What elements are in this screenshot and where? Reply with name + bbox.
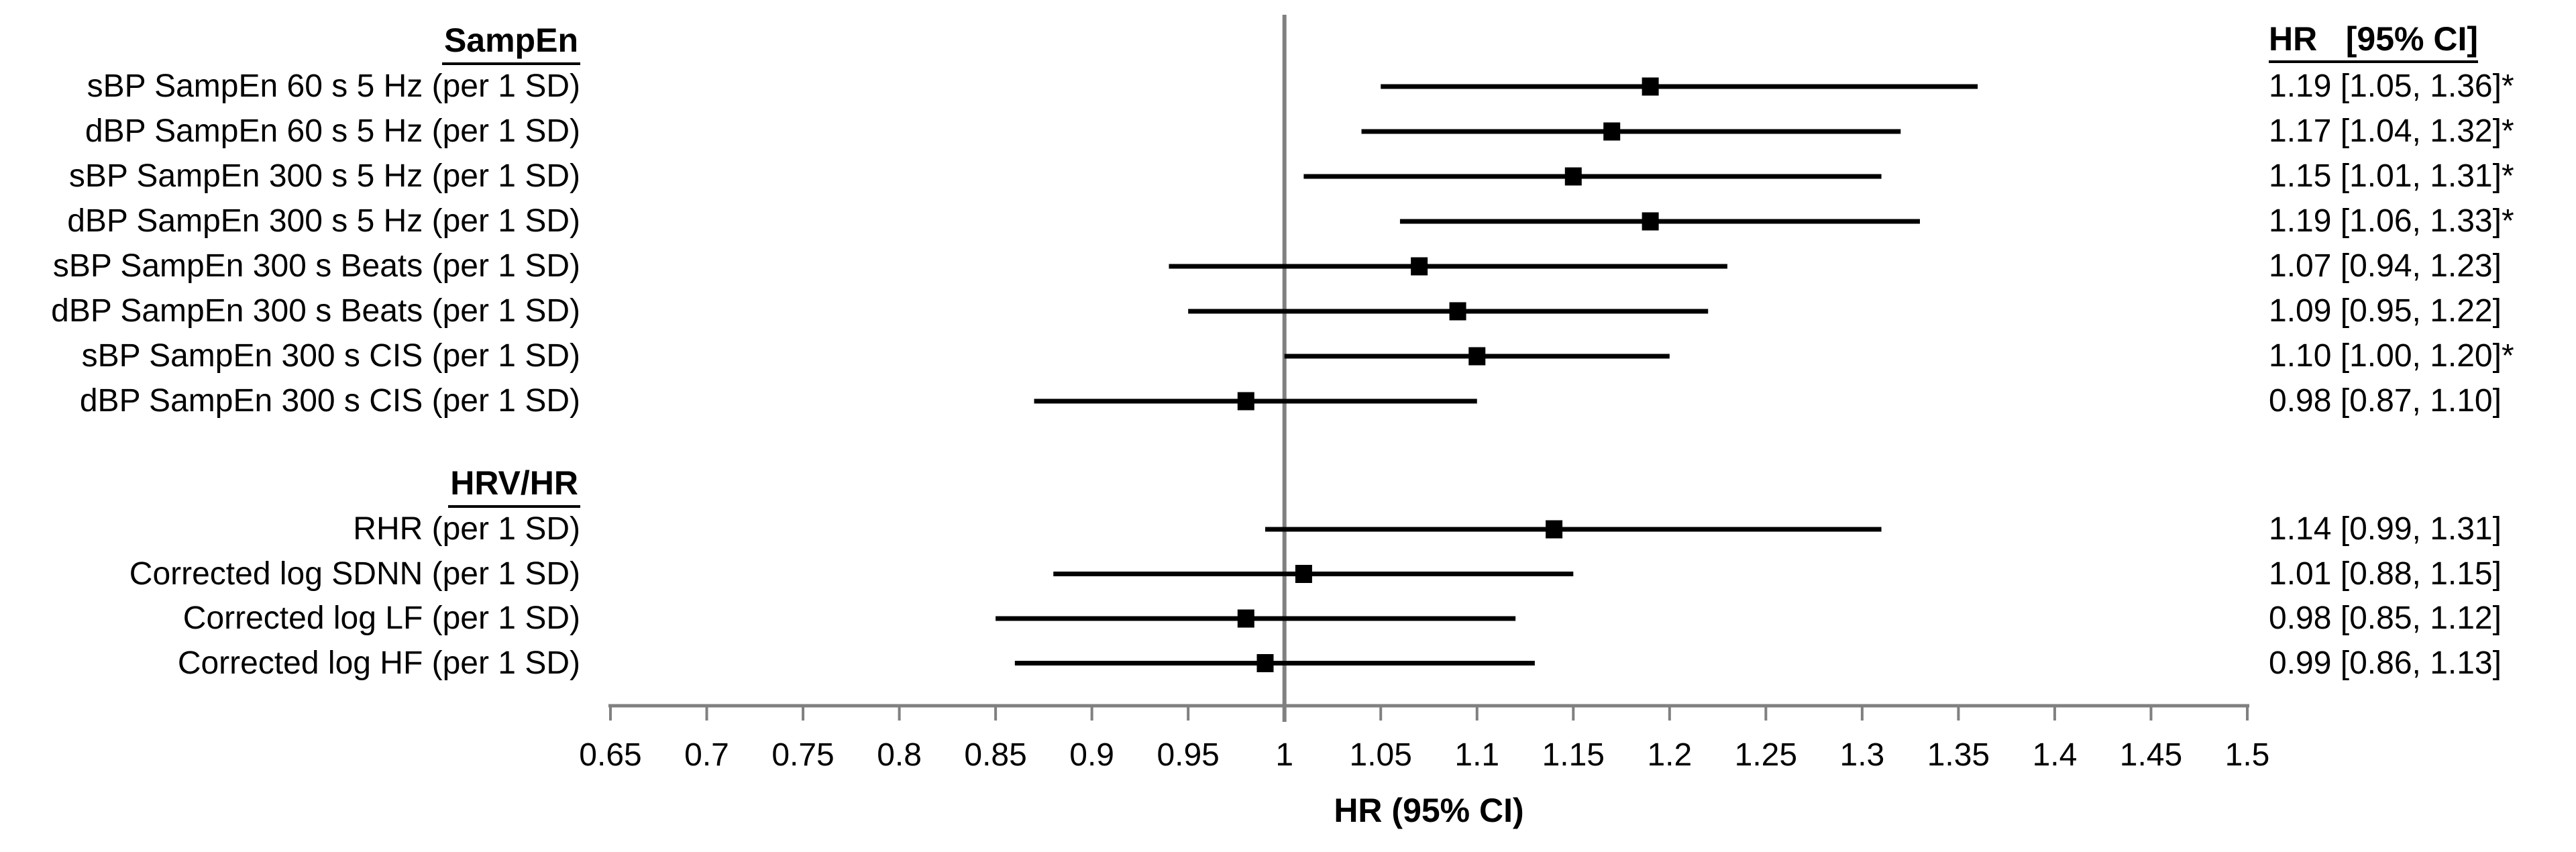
row-label: sBP SampEn 300 s Beats (per 1 SD) bbox=[52, 248, 580, 284]
row-label: Corrected log HF (per 1 SD) bbox=[177, 645, 580, 681]
x-tick-label: 1.5 bbox=[2224, 737, 2270, 773]
row-value: 1.09 [0.95, 1.22] bbox=[2269, 293, 2502, 329]
x-tick-label: 1.45 bbox=[2119, 737, 2183, 773]
x-tick-label: 0.65 bbox=[579, 737, 642, 773]
x-tick-label: 1.25 bbox=[1734, 737, 1798, 773]
x-tick-label: 0.9 bbox=[1069, 737, 1114, 773]
x-tick-label: 1.2 bbox=[1647, 737, 1693, 773]
hr-marker bbox=[1256, 654, 1274, 672]
x-tick-label: 1.15 bbox=[1542, 737, 1605, 773]
row-label: Corrected log SDNN (per 1 SD) bbox=[129, 555, 580, 592]
x-tick-label: 0.75 bbox=[771, 737, 835, 773]
row-value: 1.01 [0.88, 1.15] bbox=[2269, 555, 2502, 592]
row-label: Corrected log LF (per 1 SD) bbox=[182, 600, 580, 636]
row-label: dBP SampEn 300 s Beats (per 1 SD) bbox=[51, 293, 580, 329]
group-header: HRV/HR bbox=[448, 462, 580, 509]
row-label: sBP SampEn 300 s CIS (per 1 SD) bbox=[81, 338, 580, 374]
values-header-hr: HR bbox=[2269, 20, 2318, 58]
x-tick-label: 1.1 bbox=[1454, 737, 1500, 773]
hr-marker bbox=[1468, 347, 1486, 366]
row-label: sBP SampEn 60 s 5 Hz (per 1 SD) bbox=[87, 68, 580, 104]
values-column-header: HR [95% CI] bbox=[2269, 19, 2478, 63]
group-header-text: SampEn bbox=[441, 19, 580, 65]
x-tick-label: 0.95 bbox=[1157, 737, 1220, 773]
x-tick-label: 1.4 bbox=[2032, 737, 2078, 773]
hr-marker bbox=[1642, 77, 1659, 96]
group-header: SampEn bbox=[441, 19, 580, 66]
row-value: 1.19 [1.06, 1.33]* bbox=[2269, 203, 2514, 239]
hr-marker bbox=[1564, 167, 1582, 186]
hr-marker bbox=[1237, 392, 1254, 411]
row-label: sBP SampEn 300 s 5 Hz (per 1 SD) bbox=[68, 158, 580, 194]
row-value: 1.14 [0.99, 1.31] bbox=[2269, 511, 2502, 547]
hr-marker bbox=[1603, 122, 1621, 141]
row-value: 1.07 [0.94, 1.23] bbox=[2269, 248, 2502, 284]
row-value: 1.17 [1.04, 1.32]* bbox=[2269, 113, 2514, 149]
x-tick-label: 0.7 bbox=[684, 737, 729, 773]
hr-marker bbox=[1449, 302, 1466, 321]
hr-marker bbox=[1642, 212, 1659, 231]
row-label: RHR (per 1 SD) bbox=[353, 511, 580, 547]
x-tick-label: 1 bbox=[1275, 737, 1294, 773]
row-value: 0.99 [0.86, 1.13] bbox=[2269, 645, 2502, 681]
row-value: 1.15 [1.01, 1.31]* bbox=[2269, 158, 2514, 194]
group-header-text: HRV/HR bbox=[448, 462, 580, 508]
row-label: dBP SampEn 300 s CIS (per 1 SD) bbox=[79, 383, 580, 419]
x-tick-label: 1.05 bbox=[1349, 737, 1412, 773]
row-label: dBP SampEn 300 s 5 Hz (per 1 SD) bbox=[67, 203, 580, 239]
hr-marker bbox=[1295, 565, 1312, 583]
row-value: 0.98 [0.85, 1.12] bbox=[2269, 600, 2502, 636]
hr-marker bbox=[1411, 257, 1428, 276]
row-value: 1.19 [1.05, 1.36]* bbox=[2269, 68, 2514, 104]
row-value: 1.10 [1.00, 1.20]* bbox=[2269, 338, 2514, 374]
values-header-ci: [95% CI] bbox=[2345, 20, 2478, 58]
hr-marker bbox=[1237, 609, 1254, 628]
x-axis-title: HR (95% CI) bbox=[1334, 792, 1524, 829]
x-tick-label: 0.85 bbox=[964, 737, 1027, 773]
x-tick-label: 1.35 bbox=[1927, 737, 1990, 773]
hr-marker bbox=[1546, 520, 1563, 539]
row-value: 0.98 [0.87, 1.10] bbox=[2269, 383, 2502, 419]
x-tick-label: 1.3 bbox=[1839, 737, 1885, 773]
x-tick-label: 0.8 bbox=[877, 737, 922, 773]
row-label: dBP SampEn 60 s 5 Hz (per 1 SD) bbox=[85, 113, 580, 149]
